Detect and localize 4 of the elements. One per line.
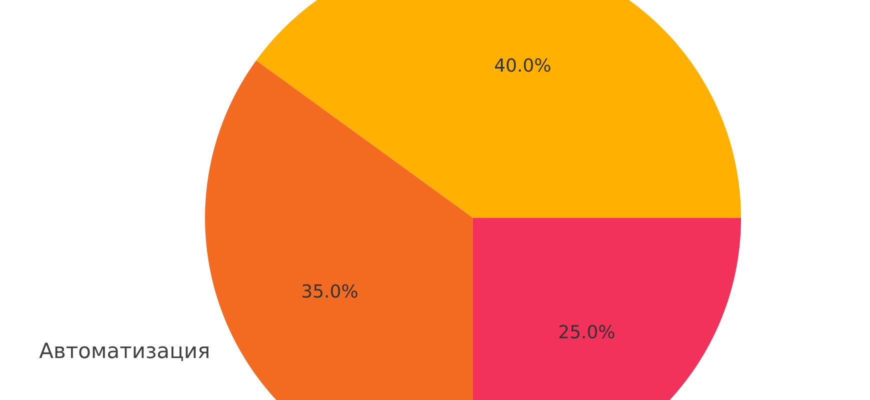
slice-label: Автоматизация	[39, 342, 208, 361]
data-label: 25.0%	[559, 324, 614, 339]
data-label: 40.0%	[494, 58, 550, 72]
data-label: 35.0%	[302, 284, 358, 298]
